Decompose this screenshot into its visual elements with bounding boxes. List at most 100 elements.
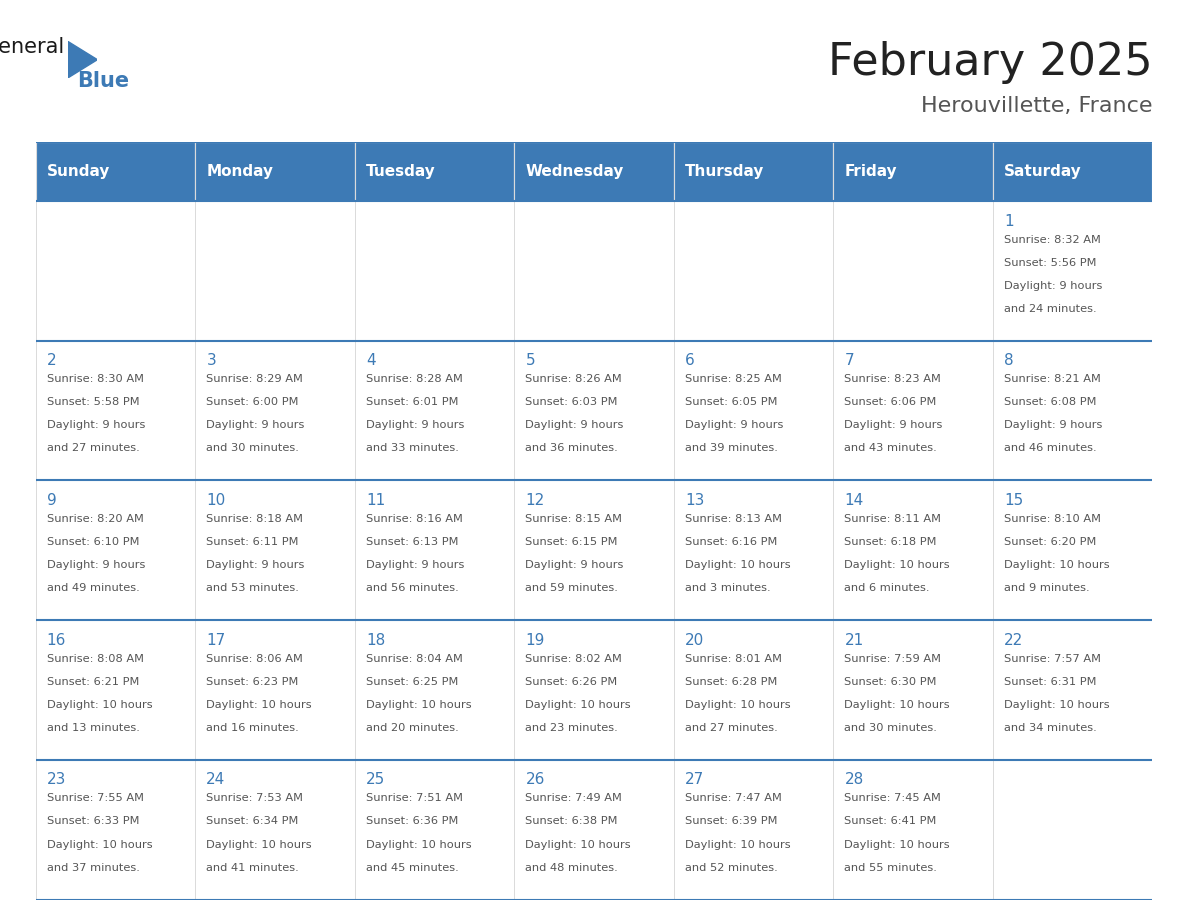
Text: Sunrise: 8:10 AM: Sunrise: 8:10 AM (1004, 514, 1101, 524)
Text: Monday: Monday (207, 164, 273, 179)
Text: and 39 minutes.: and 39 minutes. (685, 443, 778, 453)
Text: and 36 minutes.: and 36 minutes. (525, 443, 618, 453)
Text: Sunrise: 8:20 AM: Sunrise: 8:20 AM (46, 514, 144, 524)
Text: Sunrise: 7:49 AM: Sunrise: 7:49 AM (525, 793, 623, 803)
Text: and 23 minutes.: and 23 minutes. (525, 722, 618, 733)
Bar (355, 341, 514, 480)
Text: Sunset: 6:06 PM: Sunset: 6:06 PM (845, 397, 937, 408)
Text: and 13 minutes.: and 13 minutes. (46, 722, 140, 733)
Text: 25: 25 (366, 772, 385, 788)
Text: Daylight: 10 hours: Daylight: 10 hours (845, 560, 950, 570)
Bar (514, 201, 674, 341)
Text: 17: 17 (207, 633, 226, 648)
Bar (195, 341, 355, 480)
Bar (355, 142, 514, 201)
Bar (36, 480, 195, 621)
Text: and 30 minutes.: and 30 minutes. (207, 443, 299, 453)
Text: Sunrise: 8:25 AM: Sunrise: 8:25 AM (685, 375, 782, 385)
Text: Daylight: 10 hours: Daylight: 10 hours (46, 700, 152, 710)
Bar (195, 760, 355, 900)
Text: and 43 minutes.: and 43 minutes. (845, 443, 937, 453)
Bar (195, 480, 355, 621)
Bar (514, 480, 674, 621)
Text: Sunrise: 7:53 AM: Sunrise: 7:53 AM (207, 793, 303, 803)
Text: Daylight: 10 hours: Daylight: 10 hours (685, 560, 790, 570)
Bar (514, 621, 674, 760)
Text: 1: 1 (1004, 214, 1013, 229)
Text: Sunrise: 8:30 AM: Sunrise: 8:30 AM (46, 375, 144, 385)
Text: and 41 minutes.: and 41 minutes. (207, 863, 299, 873)
Text: and 55 minutes.: and 55 minutes. (845, 863, 937, 873)
Text: Herouvillette, France: Herouvillette, France (921, 96, 1152, 117)
Text: 23: 23 (46, 772, 67, 788)
Bar (674, 142, 833, 201)
Bar (355, 480, 514, 621)
Text: Sunrise: 8:16 AM: Sunrise: 8:16 AM (366, 514, 463, 524)
Text: Sunrise: 8:04 AM: Sunrise: 8:04 AM (366, 654, 463, 664)
Bar (36, 142, 195, 201)
Text: Saturday: Saturday (1004, 164, 1082, 179)
Text: 18: 18 (366, 633, 385, 648)
Text: Sunrise: 7:51 AM: Sunrise: 7:51 AM (366, 793, 463, 803)
Text: Daylight: 9 hours: Daylight: 9 hours (1004, 420, 1102, 431)
Text: Sunset: 6:28 PM: Sunset: 6:28 PM (685, 677, 777, 687)
Text: Daylight: 9 hours: Daylight: 9 hours (207, 420, 304, 431)
Text: Daylight: 9 hours: Daylight: 9 hours (525, 420, 624, 431)
Text: Sunset: 6:08 PM: Sunset: 6:08 PM (1004, 397, 1097, 408)
Bar (355, 760, 514, 900)
Text: and 24 minutes.: and 24 minutes. (1004, 304, 1097, 314)
Text: Sunset: 6:26 PM: Sunset: 6:26 PM (525, 677, 618, 687)
Text: 19: 19 (525, 633, 545, 648)
Bar (833, 142, 993, 201)
Text: Sunrise: 8:13 AM: Sunrise: 8:13 AM (685, 514, 782, 524)
Text: and 3 minutes.: and 3 minutes. (685, 583, 771, 593)
Text: Sunset: 6:03 PM: Sunset: 6:03 PM (525, 397, 618, 408)
Text: 13: 13 (685, 493, 704, 508)
Text: Tuesday: Tuesday (366, 164, 436, 179)
Text: Daylight: 10 hours: Daylight: 10 hours (366, 840, 472, 849)
Text: 28: 28 (845, 772, 864, 788)
Text: Daylight: 9 hours: Daylight: 9 hours (366, 560, 465, 570)
Text: and 27 minutes.: and 27 minutes. (46, 443, 139, 453)
Text: 3: 3 (207, 353, 216, 368)
Text: Daylight: 10 hours: Daylight: 10 hours (685, 700, 790, 710)
Text: Sunset: 6:13 PM: Sunset: 6:13 PM (366, 537, 459, 547)
Bar (833, 760, 993, 900)
Text: Daylight: 10 hours: Daylight: 10 hours (845, 700, 950, 710)
Text: Daylight: 9 hours: Daylight: 9 hours (525, 560, 624, 570)
Text: 14: 14 (845, 493, 864, 508)
Text: Sunrise: 8:21 AM: Sunrise: 8:21 AM (1004, 375, 1101, 385)
Polygon shape (68, 41, 97, 78)
Text: and 20 minutes.: and 20 minutes. (366, 722, 459, 733)
Bar (833, 480, 993, 621)
Bar (36, 760, 195, 900)
Text: Sunset: 6:18 PM: Sunset: 6:18 PM (845, 537, 937, 547)
Bar (993, 142, 1152, 201)
Text: Daylight: 9 hours: Daylight: 9 hours (207, 560, 304, 570)
Text: Sunset: 6:15 PM: Sunset: 6:15 PM (525, 537, 618, 547)
Text: General: General (0, 37, 65, 57)
Text: Sunrise: 8:08 AM: Sunrise: 8:08 AM (46, 654, 144, 664)
Bar (674, 621, 833, 760)
Text: Sunset: 6:36 PM: Sunset: 6:36 PM (366, 816, 459, 826)
Text: 24: 24 (207, 772, 226, 788)
Bar (195, 142, 355, 201)
Text: 15: 15 (1004, 493, 1023, 508)
Text: Sunrise: 8:06 AM: Sunrise: 8:06 AM (207, 654, 303, 664)
Text: Sunset: 6:20 PM: Sunset: 6:20 PM (1004, 537, 1097, 547)
Bar (993, 341, 1152, 480)
Text: Sunrise: 7:47 AM: Sunrise: 7:47 AM (685, 793, 782, 803)
Text: Sunrise: 8:32 AM: Sunrise: 8:32 AM (1004, 234, 1101, 244)
Text: Sunset: 6:00 PM: Sunset: 6:00 PM (207, 397, 299, 408)
Text: Sunrise: 8:23 AM: Sunrise: 8:23 AM (845, 375, 941, 385)
Bar (36, 341, 195, 480)
Text: Sunset: 5:56 PM: Sunset: 5:56 PM (1004, 258, 1097, 267)
Text: Sunrise: 8:29 AM: Sunrise: 8:29 AM (207, 375, 303, 385)
Text: Daylight: 10 hours: Daylight: 10 hours (525, 840, 631, 849)
Text: Sunrise: 7:57 AM: Sunrise: 7:57 AM (1004, 654, 1101, 664)
Text: Sunset: 6:34 PM: Sunset: 6:34 PM (207, 816, 298, 826)
Text: Daylight: 9 hours: Daylight: 9 hours (366, 420, 465, 431)
Text: Sunrise: 7:45 AM: Sunrise: 7:45 AM (845, 793, 941, 803)
Bar (355, 201, 514, 341)
Text: Sunrise: 7:59 AM: Sunrise: 7:59 AM (845, 654, 941, 664)
